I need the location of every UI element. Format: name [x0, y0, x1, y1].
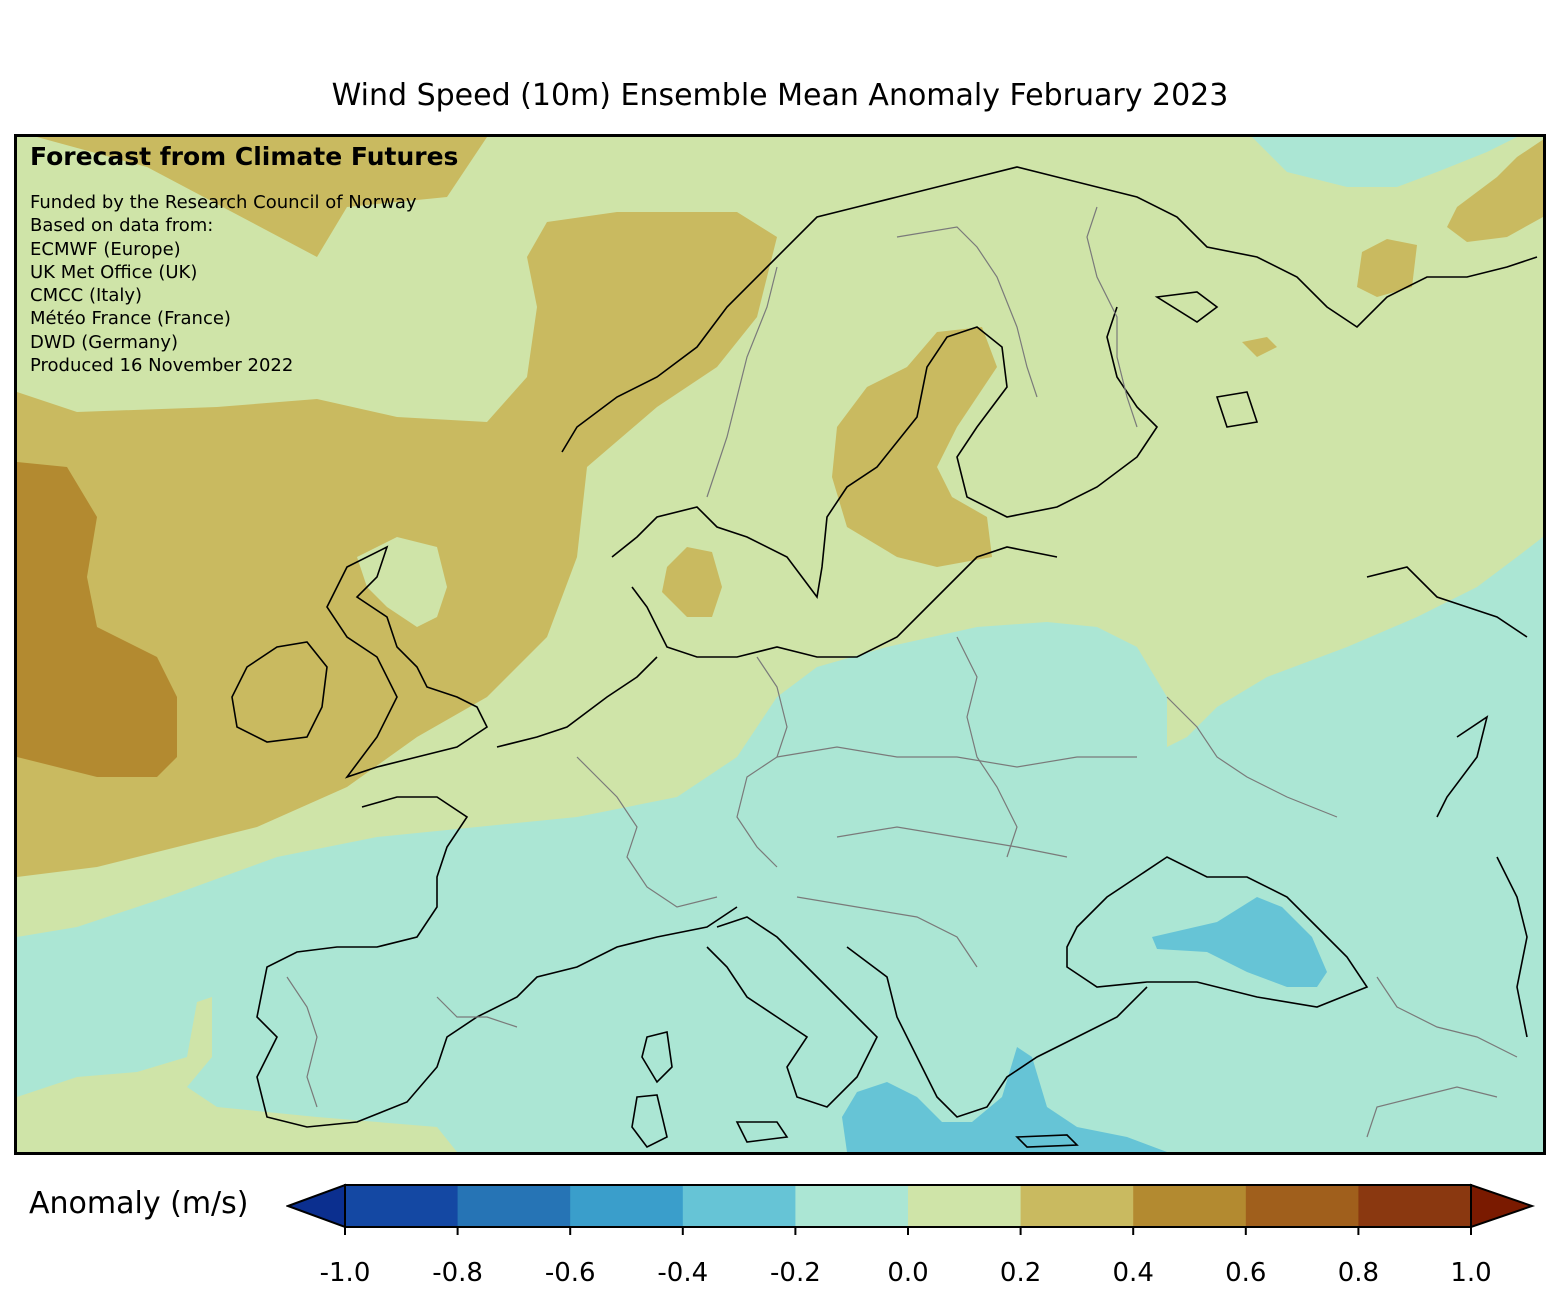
colorbar-cell	[1133, 1185, 1247, 1227]
colorbar-cell	[908, 1185, 1022, 1227]
colorbar-cell	[570, 1185, 684, 1227]
anomaly-region-0.4-0.6	[17, 462, 177, 777]
anomaly-region-0.2-0.4-denmark	[662, 547, 722, 617]
colorbar-tick-label: -0.2	[770, 1258, 821, 1288]
credits-line: DWD (Germany)	[30, 331, 179, 353]
colorbar	[286, 1183, 1536, 1235]
credits-block: Forecast from Climate Futures Funded by …	[30, 142, 458, 377]
colorbar-cell	[795, 1185, 909, 1227]
anomaly-region-neg0.2-0	[17, 537, 1543, 1152]
colorbar-tick-label: -0.6	[544, 1258, 596, 1288]
anomaly-region-0-0.2-arctic	[1252, 137, 1517, 187]
credits-line: CMCC (Italy)	[30, 285, 143, 307]
credits-line: Produced 16 November 2022	[30, 355, 294, 377]
colorbar-cell	[345, 1185, 459, 1227]
map-title: Wind Speed (10m) Ensemble Mean Anomaly F…	[331, 78, 1229, 113]
credits-heading: Forecast from Climate Futures	[30, 142, 459, 171]
anomaly-map	[17, 137, 1543, 1152]
colorbar-label: Anomaly (m/s)	[29, 1186, 249, 1221]
colorbar-cell	[1020, 1185, 1134, 1227]
colorbar-cell	[1358, 1185, 1472, 1227]
colorbar-tick-label: -0.4	[657, 1258, 709, 1288]
credits-line: Météo France (France)	[30, 308, 231, 330]
colorbar-tick-label: 0.8	[1337, 1258, 1380, 1288]
map-panel	[14, 134, 1546, 1155]
anomaly-region-0-0.2-nscottish	[357, 537, 447, 627]
colorbar-tick-label: 0.4	[1112, 1258, 1154, 1288]
colorbar-tick-label: -1.0	[319, 1258, 371, 1288]
colorbar-cell	[457, 1185, 571, 1227]
anomaly-region-0.2-0.4-baltic	[832, 327, 997, 567]
colorbar-tick-label: 1.0	[1450, 1258, 1492, 1288]
anomaly-region-neg0.4-neg0.2-blacksea	[1152, 897, 1327, 987]
country-borders	[286, 206, 1518, 1138]
colorbar-tick-label: 0.6	[1225, 1258, 1267, 1288]
anomaly-region-0.2-0.4-atlantic	[17, 137, 777, 877]
credits-line: Funded by the Research Council of Norway	[30, 192, 417, 213]
anomaly-region-0.2-0.4-northeast	[1242, 139, 1543, 357]
colorbar-cell	[682, 1185, 796, 1227]
credits-line: UK Met Office (UK)	[30, 261, 198, 283]
credits-line: ECMWF (Europe)	[30, 238, 181, 260]
colorbar-extend-low	[286, 1183, 346, 1229]
colorbar-tick-label: 0.0	[887, 1258, 929, 1288]
colorbar-extend-high	[1470, 1183, 1536, 1229]
colorbar-tick-label: 0.2	[999, 1258, 1042, 1288]
colorbar-tick-label: -0.8	[432, 1258, 483, 1288]
credits-line: Based on data from:	[30, 215, 214, 237]
anomaly-region-0-0.2-iberia	[17, 997, 457, 1152]
coastlines	[231, 166, 1538, 1149]
anomaly-region-neg0.4-neg0.2-mediterranean	[842, 1047, 1167, 1152]
colorbar-cell	[1245, 1185, 1359, 1227]
